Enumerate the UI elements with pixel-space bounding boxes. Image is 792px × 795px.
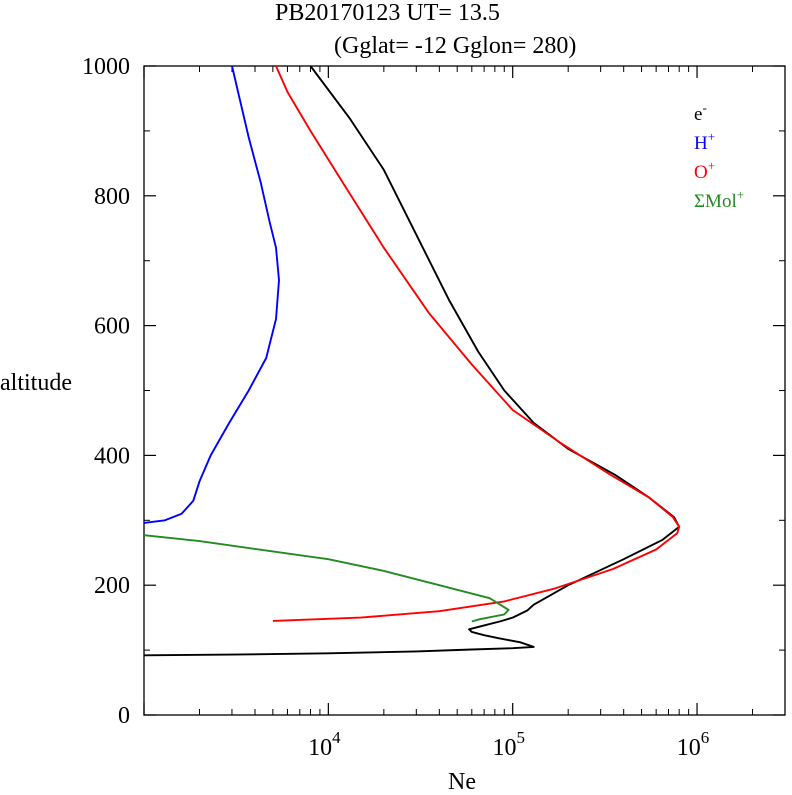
- y-tick-label: 200: [94, 573, 130, 599]
- y-tick-label: 600: [94, 314, 130, 340]
- ticks-layer: [143, 65, 786, 716]
- series-line-mol: [143, 534, 510, 623]
- chart-subtitle: (Gglat= -12 Gglon= 280): [334, 33, 576, 59]
- chart-title: PB20170123 UT= 13.5: [275, 0, 500, 26]
- legend-entry: H+: [694, 129, 715, 154]
- series-line-e: [143, 65, 681, 657]
- y-axis-label: altitude: [0, 370, 72, 396]
- y-tick-label: 800: [94, 184, 130, 210]
- legend-entry: ΣMol+: [694, 187, 744, 212]
- series-line-h: [143, 65, 280, 524]
- x-tick-label: 105: [492, 728, 525, 761]
- y-tick-label: 400: [94, 443, 130, 469]
- legend: e- H+ O+ ΣMol+: [694, 100, 744, 212]
- legend-entry: e-: [694, 100, 707, 125]
- series-line-o: [272, 65, 681, 622]
- y-tick-label: 1000: [82, 54, 130, 80]
- legend-entry: O+: [694, 158, 715, 183]
- x-tick-label: 106: [677, 728, 710, 761]
- x-tick-label: 104: [308, 728, 341, 761]
- y-tick-label: 0: [118, 703, 130, 729]
- plot-frame: [143, 65, 786, 716]
- x-axis-label: Ne: [448, 769, 476, 795]
- series-layer: [143, 65, 681, 657]
